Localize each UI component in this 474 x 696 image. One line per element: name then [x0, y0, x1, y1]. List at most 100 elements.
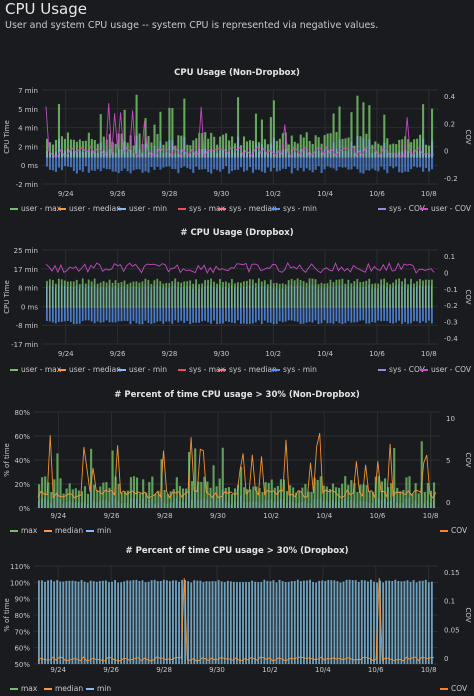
legend-item[interactable]: median: [44, 526, 83, 535]
legend-item[interactable]: sys - min: [272, 365, 317, 374]
bar-max: [347, 484, 350, 508]
legend-item[interactable]: user - median: [58, 365, 121, 374]
bar-min: [206, 500, 208, 508]
bar-sys-min: [269, 157, 272, 172]
legend-item[interactable]: sys - max: [178, 365, 225, 374]
bar-user-min: [48, 152, 52, 158]
bar-user-min: [114, 152, 117, 158]
bar-max: [205, 581, 208, 664]
bar-user-min: [210, 148, 213, 158]
bar-user-min: [234, 152, 237, 158]
bar-sys-min: [389, 157, 392, 167]
bar-sys-min: [416, 157, 419, 168]
bar-max: [220, 581, 223, 664]
bar-sys-min: [401, 157, 404, 173]
chart-cpu-non-dropbox[interactable]: 7 min 5 min 4 min 2 min 0 ms -2 min 0.4 0.2 0 -0.…: [0, 80, 474, 212]
legend-item[interactable]: median: [44, 684, 83, 693]
legend-item[interactable]: user - COV: [420, 365, 471, 374]
bar-min: [59, 499, 61, 508]
panel-pct-non-dropbox[interactable]: # Percent of time CPU usage > 30% (Non-D…: [0, 390, 474, 520]
chart-cpu-dropbox[interactable]: 25 min 17 min 8 min 0 ms -8 min -17 min 0.1 0 -0…: [0, 240, 474, 368]
bar-user-min: [410, 152, 413, 158]
legend-item[interactable]: user - max: [10, 204, 61, 213]
bar-user-min: [135, 286, 137, 309]
y-tick-label: 80%: [14, 409, 30, 417]
bar-sys-min: [183, 308, 186, 323]
bar-sys-min: [201, 308, 203, 322]
bar-min: [362, 500, 364, 508]
bar-user-max: [93, 140, 96, 158]
legend-item[interactable]: user - max: [10, 365, 61, 374]
bar-min: [117, 500, 119, 508]
chart-pct-non-dropbox[interactable]: 80% 60% 40% 20% 0% 10 5 0 % of time COV 9/24 9/26 9/…: [0, 402, 474, 526]
bar-user-min: [257, 152, 260, 158]
bar-user-min: [213, 287, 215, 309]
legend-item[interactable]: min: [86, 526, 111, 535]
bar-sys-min: [144, 308, 147, 321]
bar-sys-min: [311, 308, 314, 323]
bar-max: [92, 581, 95, 664]
bar-max: [50, 492, 53, 508]
bar-sys-min: [186, 308, 189, 322]
legend-item[interactable]: sys - min: [272, 204, 317, 213]
y-tick-label: -2 min: [16, 181, 38, 189]
bar-min: [132, 498, 135, 508]
legend-item[interactable]: max: [10, 684, 37, 693]
legend-item[interactable]: user - COV: [420, 204, 471, 213]
y2-axis-label: COV: [464, 289, 472, 304]
bar-max: [129, 580, 132, 664]
bar-user-min: [237, 287, 239, 309]
bar-max: [236, 582, 238, 664]
bar-sys-min: [234, 157, 237, 170]
legend-swatch: [118, 208, 126, 210]
legend-swatch: [378, 369, 386, 371]
bar-max: [354, 580, 357, 664]
legend-item[interactable]: user - median: [58, 204, 121, 213]
bar-min: [328, 502, 331, 508]
bar-sys-min: [365, 308, 368, 324]
legend-item[interactable]: min: [86, 684, 111, 693]
panel-pct-dropbox[interactable]: # Percent of time CPU usage > 30% (Dropb…: [0, 546, 474, 682]
panel-cpu-non-dropbox[interactable]: CPU Usage (Non-Dropbox) 7 min 5 min 4 min 2…: [0, 68, 474, 216]
bar-user-min: [210, 284, 212, 309]
bar-min: [289, 501, 291, 508]
bar-sys-min: [105, 157, 108, 170]
bar-user-min: [344, 288, 346, 309]
legend-item[interactable]: sys - COV: [378, 204, 425, 213]
legend-item[interactable]: sys - median: [218, 204, 277, 213]
bar-user-min: [108, 285, 110, 309]
bar-sys-min: [198, 157, 201, 170]
panel-cpu-dropbox[interactable]: # CPU Usage (Dropbox) 25 min 17 min 8 min 0…: [0, 228, 474, 364]
bar-max: [360, 580, 363, 664]
y-tick-label: 40%: [14, 457, 30, 465]
legend-item[interactable]: max: [10, 526, 37, 535]
legend-item[interactable]: COV: [440, 526, 467, 535]
y-tick-label: 60%: [14, 433, 30, 441]
legend-item[interactable]: sys - median: [218, 365, 277, 374]
legend-item[interactable]: sys - max: [178, 204, 225, 213]
bar-user-max: [102, 136, 105, 158]
bar-sys-min: [168, 308, 171, 322]
bar-sys-min: [302, 157, 305, 172]
y2-tick-label: -0.3: [444, 319, 458, 327]
bar-user-min: [46, 286, 47, 309]
y-tick-label: -8 min: [16, 322, 38, 330]
legend-item[interactable]: sys - COV: [378, 365, 425, 374]
bar-min: [178, 501, 181, 508]
legend-label: min: [97, 526, 112, 535]
bar-user-max: [153, 124, 156, 158]
legend-item[interactable]: user - min: [118, 204, 167, 213]
legend-label: sys - max: [189, 204, 226, 213]
legend-item[interactable]: COV: [440, 684, 467, 693]
bar-max: [199, 580, 202, 664]
legend-item[interactable]: user - min: [118, 365, 167, 374]
bar-min: [194, 490, 196, 508]
bar-max: [388, 580, 391, 664]
bar-sys-min: [383, 308, 386, 321]
bar-min: [166, 503, 168, 508]
bar-user-min: [147, 150, 150, 158]
chart-pct-dropbox[interactable]: 110% 100% 90% 80% 70% 60% 50% 0.15 0.1 0.05 0 % of …: [0, 558, 474, 684]
bar-sys-min: [293, 308, 296, 322]
bar-user-max: [150, 142, 153, 158]
bar-user-min: [174, 284, 176, 309]
